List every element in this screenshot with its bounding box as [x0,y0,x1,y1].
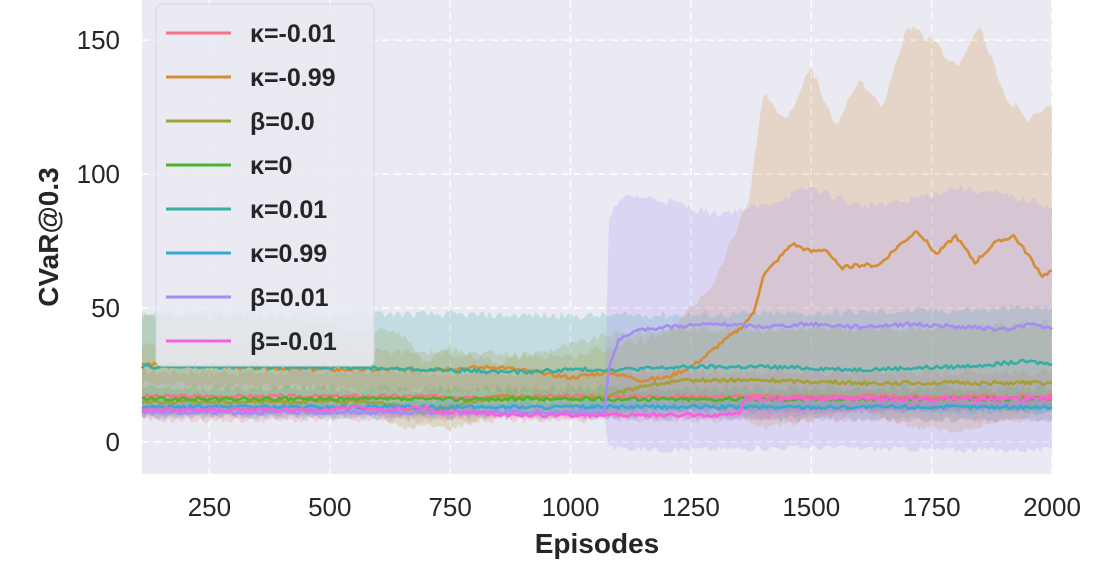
x-tick-label: 1750 [903,492,961,522]
legend-label: κ=-0.01 [250,20,336,48]
x-tick-label: 2000 [1023,492,1081,522]
legend-label: β=0.0 [250,108,315,136]
x-tick-label: 1250 [662,492,720,522]
x-tick-label: 1500 [782,492,840,522]
y-axis-label: CVaR@0.3 [33,167,64,306]
x-tick-label: 500 [308,492,351,522]
y-tick-label: 100 [77,159,120,189]
legend: κ=-0.01 κ=-0.99 β=0.0 κ=0 κ=0.01 κ=0.99 β=0.01… [155,3,375,367]
legend-label: β=0.01 [250,284,329,312]
y-tick-label: 0 [106,427,120,457]
x-tick-labels: 250 500 750 1000 1250 1500 1750 2000 [188,492,1081,522]
x-axis-label: Episodes [535,528,659,559]
series-line [141,403,1053,411]
x-tick-label: 1000 [542,492,600,522]
legend-label: κ=0.99 [250,240,327,268]
x-tick-label: 750 [428,492,471,522]
legend-frame [155,3,375,367]
series-lines [140,230,1053,419]
series-line [141,395,1053,419]
grid [142,0,1053,474]
y-tick-label: 150 [77,25,120,55]
y-tick-labels: 0 50 100 150 [77,25,120,457]
series-line [141,230,1053,383]
x-tick-label: 250 [188,492,231,522]
legend-label: κ=0.01 [250,196,327,224]
confidence-band [142,184,1052,453]
legend-label: κ=0 [250,152,292,180]
series-line [141,320,1053,416]
confidence-band [142,26,1052,434]
legend-label: β=-0.01 [250,328,337,356]
y-tick-label: 50 [91,293,120,323]
legend-label: κ=-0.99 [250,64,336,92]
